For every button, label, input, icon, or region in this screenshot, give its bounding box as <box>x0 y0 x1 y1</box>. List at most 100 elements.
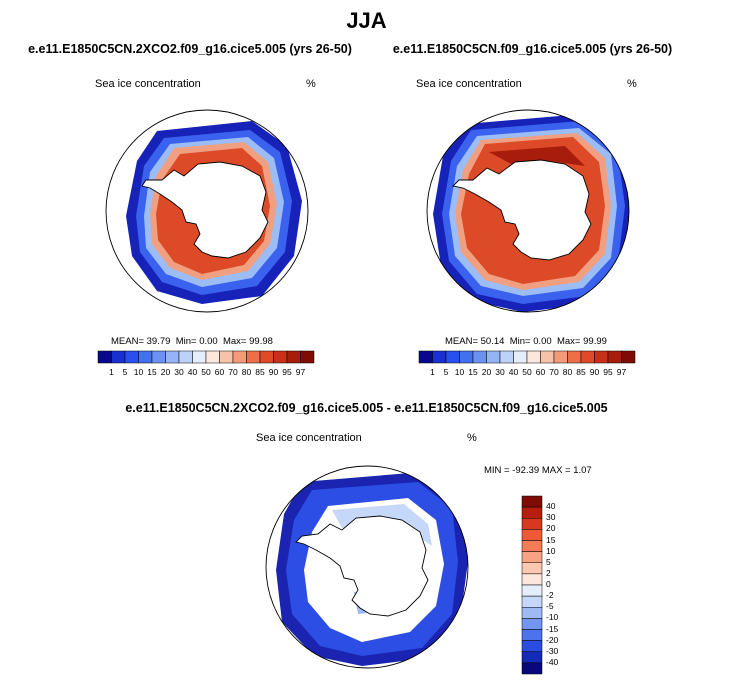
colorbar-tick-label: 97 <box>616 367 627 377</box>
colorbar-swatch <box>432 350 447 364</box>
colorbar-tick-label: 30 <box>495 367 505 377</box>
left-colorbar-labels: 1 5 10 15 20 30 40 50 60 70 80 85 90 95 97 <box>98 367 314 379</box>
colorbar-swatch <box>472 350 487 364</box>
colorbar-tick-label: 10 <box>133 367 144 377</box>
diff-field-label: Sea ice concentration <box>256 432 362 444</box>
colorbar-swatch <box>246 350 261 364</box>
colorbar-swatch <box>445 350 460 364</box>
left-panel-title: e.e11.E1850C5CN.2XCO2.f09_g16.cice5.005 … <box>28 42 352 56</box>
left-stats: MEAN= 39.79 Min= 0.00 Max= 99.98 <box>111 336 273 347</box>
colorbar-swatch <box>192 350 207 364</box>
colorbar-tick-label: 95 <box>282 367 292 377</box>
colorbar-swatch <box>521 551 543 563</box>
diff-sea-ice-map <box>265 465 469 669</box>
colorbar-swatch <box>521 618 543 630</box>
colorbar-tick-label: 40 <box>546 501 556 512</box>
colorbar-swatch <box>521 607 543 619</box>
colorbar-swatch <box>521 662 543 675</box>
colorbar-swatch <box>486 350 501 364</box>
colorbar-tick-label: 15 <box>546 534 556 545</box>
colorbar-swatch <box>521 506 543 519</box>
colorbar-tick-label: -40 <box>546 656 559 667</box>
colorbar-swatch <box>526 350 541 364</box>
right-colorbar-labels: 1 5 10 15 20 30 40 50 60 70 80 85 90 95 97 <box>419 367 635 379</box>
colorbar-swatch <box>540 350 555 364</box>
diff-colorbar-labels: 40 30 20 15 10 5 2 0 -2 -5 -10 -15 -20 -30 -40 <box>546 496 586 674</box>
colorbar-tick-label: 40 <box>508 367 519 377</box>
colorbar-swatch <box>521 640 543 652</box>
colorbar-tick-label: 90 <box>268 367 279 377</box>
colorbar-tick-label: 20 <box>481 367 492 377</box>
colorbar-tick-label: 1 <box>109 367 114 377</box>
colorbar-tick-label: 0 <box>546 579 551 589</box>
colorbar-tick-label: 97 <box>295 367 306 377</box>
colorbar-tick-label: 30 <box>546 512 556 523</box>
colorbar-tick-label: 10 <box>546 545 556 556</box>
colorbar-tick-label: 15 <box>147 367 157 377</box>
diff-panel-title: e.e11.E1850C5CN.2XCO2.f09_g16.cice5.005 … <box>125 401 608 415</box>
colorbar-swatch <box>521 629 543 641</box>
left-colorbar <box>97 350 315 364</box>
colorbar-swatch <box>300 350 315 364</box>
colorbar-swatch <box>124 350 139 364</box>
colorbar-tick-label: 70 <box>549 367 559 377</box>
colorbar-tick-label: 20 <box>160 367 171 377</box>
colorbar-tick-label: 2 <box>546 567 551 578</box>
diff-units-label: % <box>467 432 477 444</box>
colorbar-tick-label: 5 <box>546 556 551 567</box>
colorbar-swatch <box>567 350 582 364</box>
colorbar-swatch <box>232 350 247 364</box>
colorbar-tick-label: 70 <box>228 367 238 377</box>
right-field-label: Sea ice concentration <box>416 78 522 90</box>
colorbar-swatch <box>521 529 543 541</box>
colorbar-tick-label: 80 <box>241 367 252 377</box>
colorbar-tick-label: -20 <box>546 634 559 645</box>
colorbar-swatch <box>459 350 474 364</box>
colorbar-swatch <box>621 350 636 364</box>
colorbar-tick-label: 60 <box>214 367 225 377</box>
colorbar-swatch <box>259 350 274 364</box>
colorbar-tick-label: -30 <box>546 645 559 656</box>
colorbar-swatch <box>165 350 180 364</box>
colorbar-swatch <box>418 350 433 364</box>
colorbar-swatch <box>219 350 234 364</box>
colorbar-swatch <box>499 350 514 364</box>
colorbar-swatch <box>521 573 543 586</box>
colorbar-swatch <box>286 350 301 364</box>
right-colorbar <box>418 350 636 364</box>
colorbar-swatch <box>205 350 220 364</box>
colorbar-tick-label: 40 <box>187 367 198 377</box>
colorbar-tick-label: 50 <box>522 367 532 377</box>
figure-title: JJA <box>346 8 387 33</box>
diff-minmax: MIN = -92.39 MAX = 1.07 <box>484 465 592 476</box>
colorbar-swatch <box>607 350 622 364</box>
colorbar-tick-label: 5 <box>443 367 449 377</box>
colorbar-tick-label: 15 <box>468 367 478 377</box>
colorbar-swatch <box>521 540 543 552</box>
colorbar-swatch <box>521 584 543 597</box>
colorbar-swatch <box>521 651 543 664</box>
colorbar-swatch <box>138 350 153 364</box>
colorbar-tick-label: -15 <box>546 623 559 634</box>
left-sea-ice-map <box>105 109 309 313</box>
colorbar-swatch <box>594 350 609 364</box>
colorbar-tick-label: 85 <box>576 367 586 377</box>
colorbar-tick-label: -2 <box>546 590 554 601</box>
left-units-label: % <box>306 78 316 90</box>
colorbar-swatch <box>580 350 595 364</box>
colorbar-tick-label: -5 <box>546 601 554 612</box>
right-stats: MEAN= 50.14 Min= 0.00 Max= 99.99 <box>445 336 607 347</box>
colorbar-swatch <box>97 350 112 364</box>
colorbar-swatch <box>273 350 288 364</box>
left-field-label: Sea ice concentration <box>95 78 201 90</box>
colorbar-swatch <box>521 518 543 530</box>
colorbar-tick-label: 20 <box>546 523 556 534</box>
right-units-label: % <box>627 78 637 90</box>
colorbar-swatch <box>513 350 528 364</box>
colorbar-tick-label: 85 <box>255 367 265 377</box>
colorbar-tick-label: 60 <box>535 367 546 377</box>
right-sea-ice-map <box>426 109 630 313</box>
colorbar-tick-label: 50 <box>201 367 211 377</box>
colorbar-tick-label: 5 <box>122 367 128 377</box>
colorbar-tick-label: 90 <box>589 367 600 377</box>
